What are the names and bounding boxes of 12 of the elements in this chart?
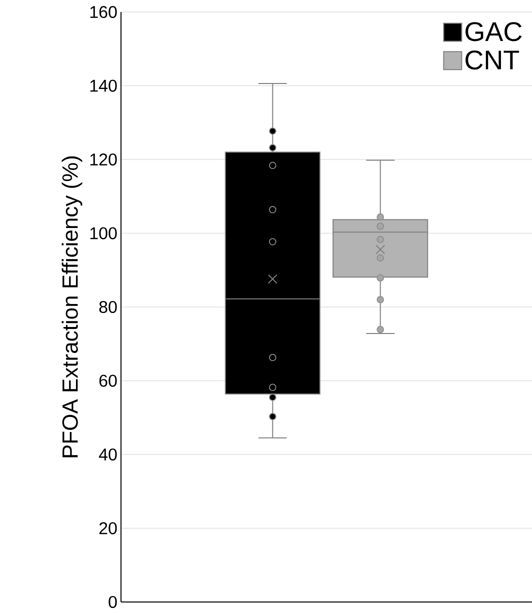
y-axis-title: PFOA Extraction Efficiency (%): [61, 156, 82, 458]
y-tick-label: 100: [90, 227, 117, 240]
y-tick-label: 120: [90, 153, 117, 166]
legend-label: GAC: [465, 22, 522, 42]
y-tick-label: 80: [99, 300, 117, 314]
y-tick-label: 0: [108, 596, 117, 608]
y-tick-label: 40: [98, 448, 117, 461]
y-tick-label: 60: [99, 374, 117, 387]
y-tick-label: 160: [90, 6, 117, 18]
y-tick-label: 20: [99, 522, 117, 534]
legend-label: CNT: [465, 50, 519, 70]
y-tick-label: 140: [90, 80, 117, 92]
